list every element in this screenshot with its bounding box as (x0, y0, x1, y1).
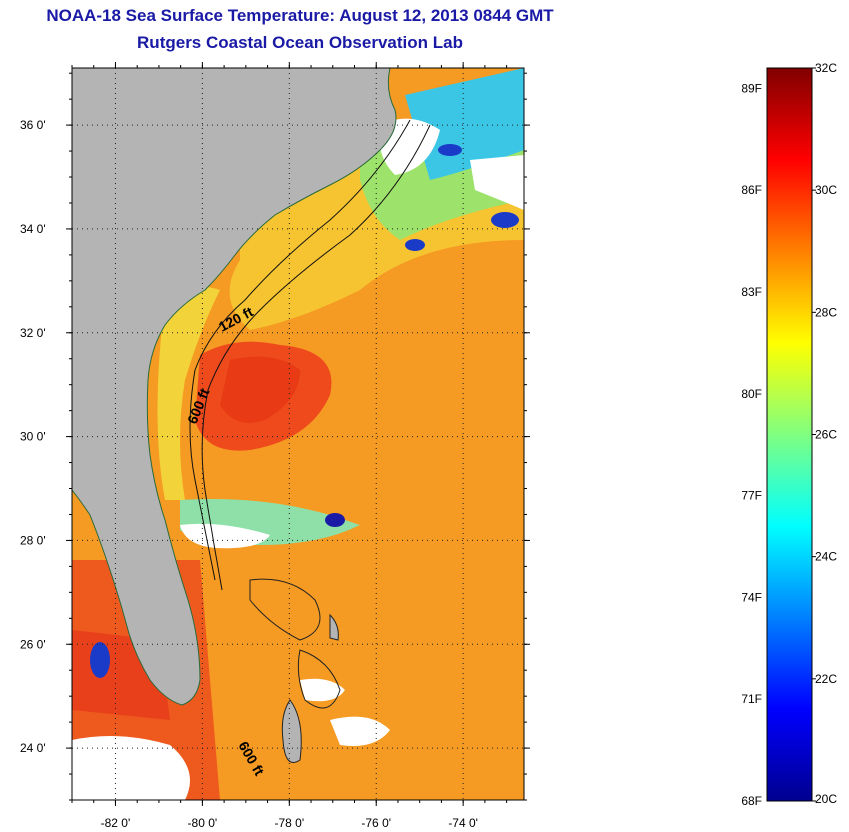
lat-label: 28 0' (20, 533, 46, 547)
cold-speck (90, 642, 110, 678)
colorbar-fahrenheit-label: 77F (741, 489, 762, 503)
lon-label: -82 0' (101, 816, 131, 830)
land-southeast-us (72, 68, 397, 706)
cloud-patch (330, 716, 390, 746)
lat-label: 32 0' (20, 326, 46, 340)
cold-speck (325, 513, 345, 527)
colorbar-celsius-label: 26C (815, 428, 837, 442)
cool-water-north (405, 68, 524, 180)
bahamas-bank-outline (249, 578, 321, 641)
cold-speck (491, 212, 519, 228)
cloud-patch (379, 118, 440, 175)
lat-label: 24 0' (20, 741, 46, 755)
lat-label: 36 0' (20, 118, 46, 132)
colorbar-fahrenheit-labels: 89F 86F 83F 80F 77F 74F 71F 68F (741, 81, 762, 808)
colorbar-celsius-label: 32C (815, 61, 837, 75)
island (329, 613, 339, 641)
colorbar-celsius-label: 20C (815, 792, 837, 806)
lat-label: 26 0' (20, 637, 46, 651)
colorbar-fahrenheit-label: 89F (741, 81, 762, 95)
colorbar-celsius-label: 24C (815, 550, 837, 564)
colorbar-fahrenheit-label: 80F (741, 387, 762, 401)
cloud-patch (300, 678, 345, 702)
coastal-water-strip (157, 286, 220, 500)
colorbar (766, 67, 813, 802)
colorbar-fahrenheit-label: 86F (741, 183, 762, 197)
longitude-labels: -82 0' -80 0' -78 0' -76 0' -74 0' (101, 816, 478, 830)
lat-label: 30 0' (20, 430, 46, 444)
colorbar-fahrenheit-label: 68F (741, 794, 762, 808)
map-title: NOAA-18 Sea Surface Temperature: August … (46, 6, 554, 25)
contour-120ft (189, 119, 411, 581)
lon-label: -76 0' (361, 816, 391, 830)
colorbar-fahrenheit-label: 74F (741, 590, 762, 604)
lon-label: -74 0' (448, 816, 478, 830)
hot-water-core (220, 356, 300, 423)
island-andros (281, 699, 302, 763)
bahamas-bank-outline (297, 649, 341, 709)
map-frame (71, 67, 525, 801)
lon-label: -78 0' (274, 816, 304, 830)
colorbar-fahrenheit-label: 71F (741, 692, 762, 706)
map-gridlines (72, 68, 524, 800)
map-axis-ticks (66, 62, 530, 806)
colorbar-celsius-labels: 32C 30C 28C 26C 24C 22C 20C (812, 61, 837, 806)
cold-speck (405, 239, 425, 251)
colorbar-celsius-label: 22C (815, 672, 837, 686)
latitude-labels: 36 0' 34 0' 32 0' 30 0' 28 0' 26 0' 24 0' (20, 118, 46, 755)
colorbar-celsius-label: 28C (815, 305, 837, 319)
cloud-patch (180, 523, 270, 549)
map-subtitle: Rutgers Coastal Ocean Observation Lab (137, 33, 463, 52)
colorbar-celsius-label: 30C (815, 183, 837, 197)
cold-speck (438, 144, 462, 156)
cloud-patch (72, 736, 190, 800)
colorbar-fahrenheit-label: 83F (741, 285, 762, 299)
contour-600ft (201, 124, 431, 591)
lon-label: -80 0' (188, 816, 218, 830)
lat-label: 34 0' (20, 222, 46, 236)
cloud-patch (470, 155, 524, 210)
